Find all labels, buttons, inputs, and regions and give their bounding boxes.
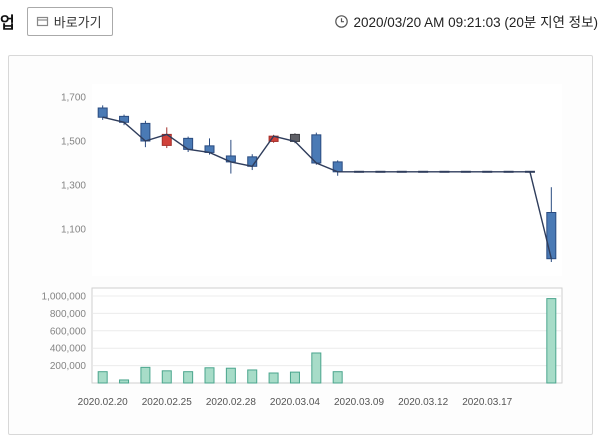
new-window-icon (36, 15, 49, 28)
svg-text:600,000: 600,000 (50, 326, 87, 337)
svg-text:200,000: 200,000 (50, 361, 87, 372)
svg-text:2020.03.12: 2020.03.12 (398, 397, 448, 408)
price-volume-chart: 1,700 1,500 1,300 1,100 1,000,000 800,000 600,… (42, 84, 563, 408)
svg-text:1,700: 1,700 (61, 93, 86, 104)
svg-text:2020.03.09: 2020.03.09 (334, 397, 384, 408)
svg-text:800,000: 800,000 (50, 309, 87, 320)
svg-text:2020.02.20: 2020.02.20 (78, 397, 128, 408)
svg-text:2020.02.28: 2020.02.28 (206, 397, 256, 408)
clock-icon (334, 14, 349, 29)
shortcut-button-label: 바로가기 (53, 14, 102, 30)
svg-text:2020.03.17: 2020.03.17 (462, 397, 512, 408)
stock-name-partial: 업 (0, 15, 15, 32)
svg-text:1,300: 1,300 (61, 181, 86, 192)
chart-panel: 1,700 1,500 1,300 1,100 1,000,000 800,000 600,… (8, 55, 593, 435)
svg-text:2020.02.25: 2020.02.25 (142, 397, 192, 408)
svg-text:1,000,000: 1,000,000 (42, 292, 87, 303)
svg-text:1,500: 1,500 (61, 137, 86, 148)
header: 업 바로가기 2020/03/20 AM 09:21:03 (20분 지연 정보… (0, 4, 598, 38)
svg-text:2020.03.04: 2020.03.04 (270, 397, 320, 408)
shortcut-button[interactable]: 바로가기 (26, 6, 113, 36)
svg-text:400,000: 400,000 (50, 344, 87, 355)
timestamp-text: 2020/03/20 AM 09:21:03 (20분 지연 정보) (353, 15, 598, 30)
svg-text:1,100: 1,100 (61, 225, 86, 236)
delayed-quote-info: 2020/03/20 AM 09:21:03 (20분 지연 정보) (334, 11, 598, 31)
